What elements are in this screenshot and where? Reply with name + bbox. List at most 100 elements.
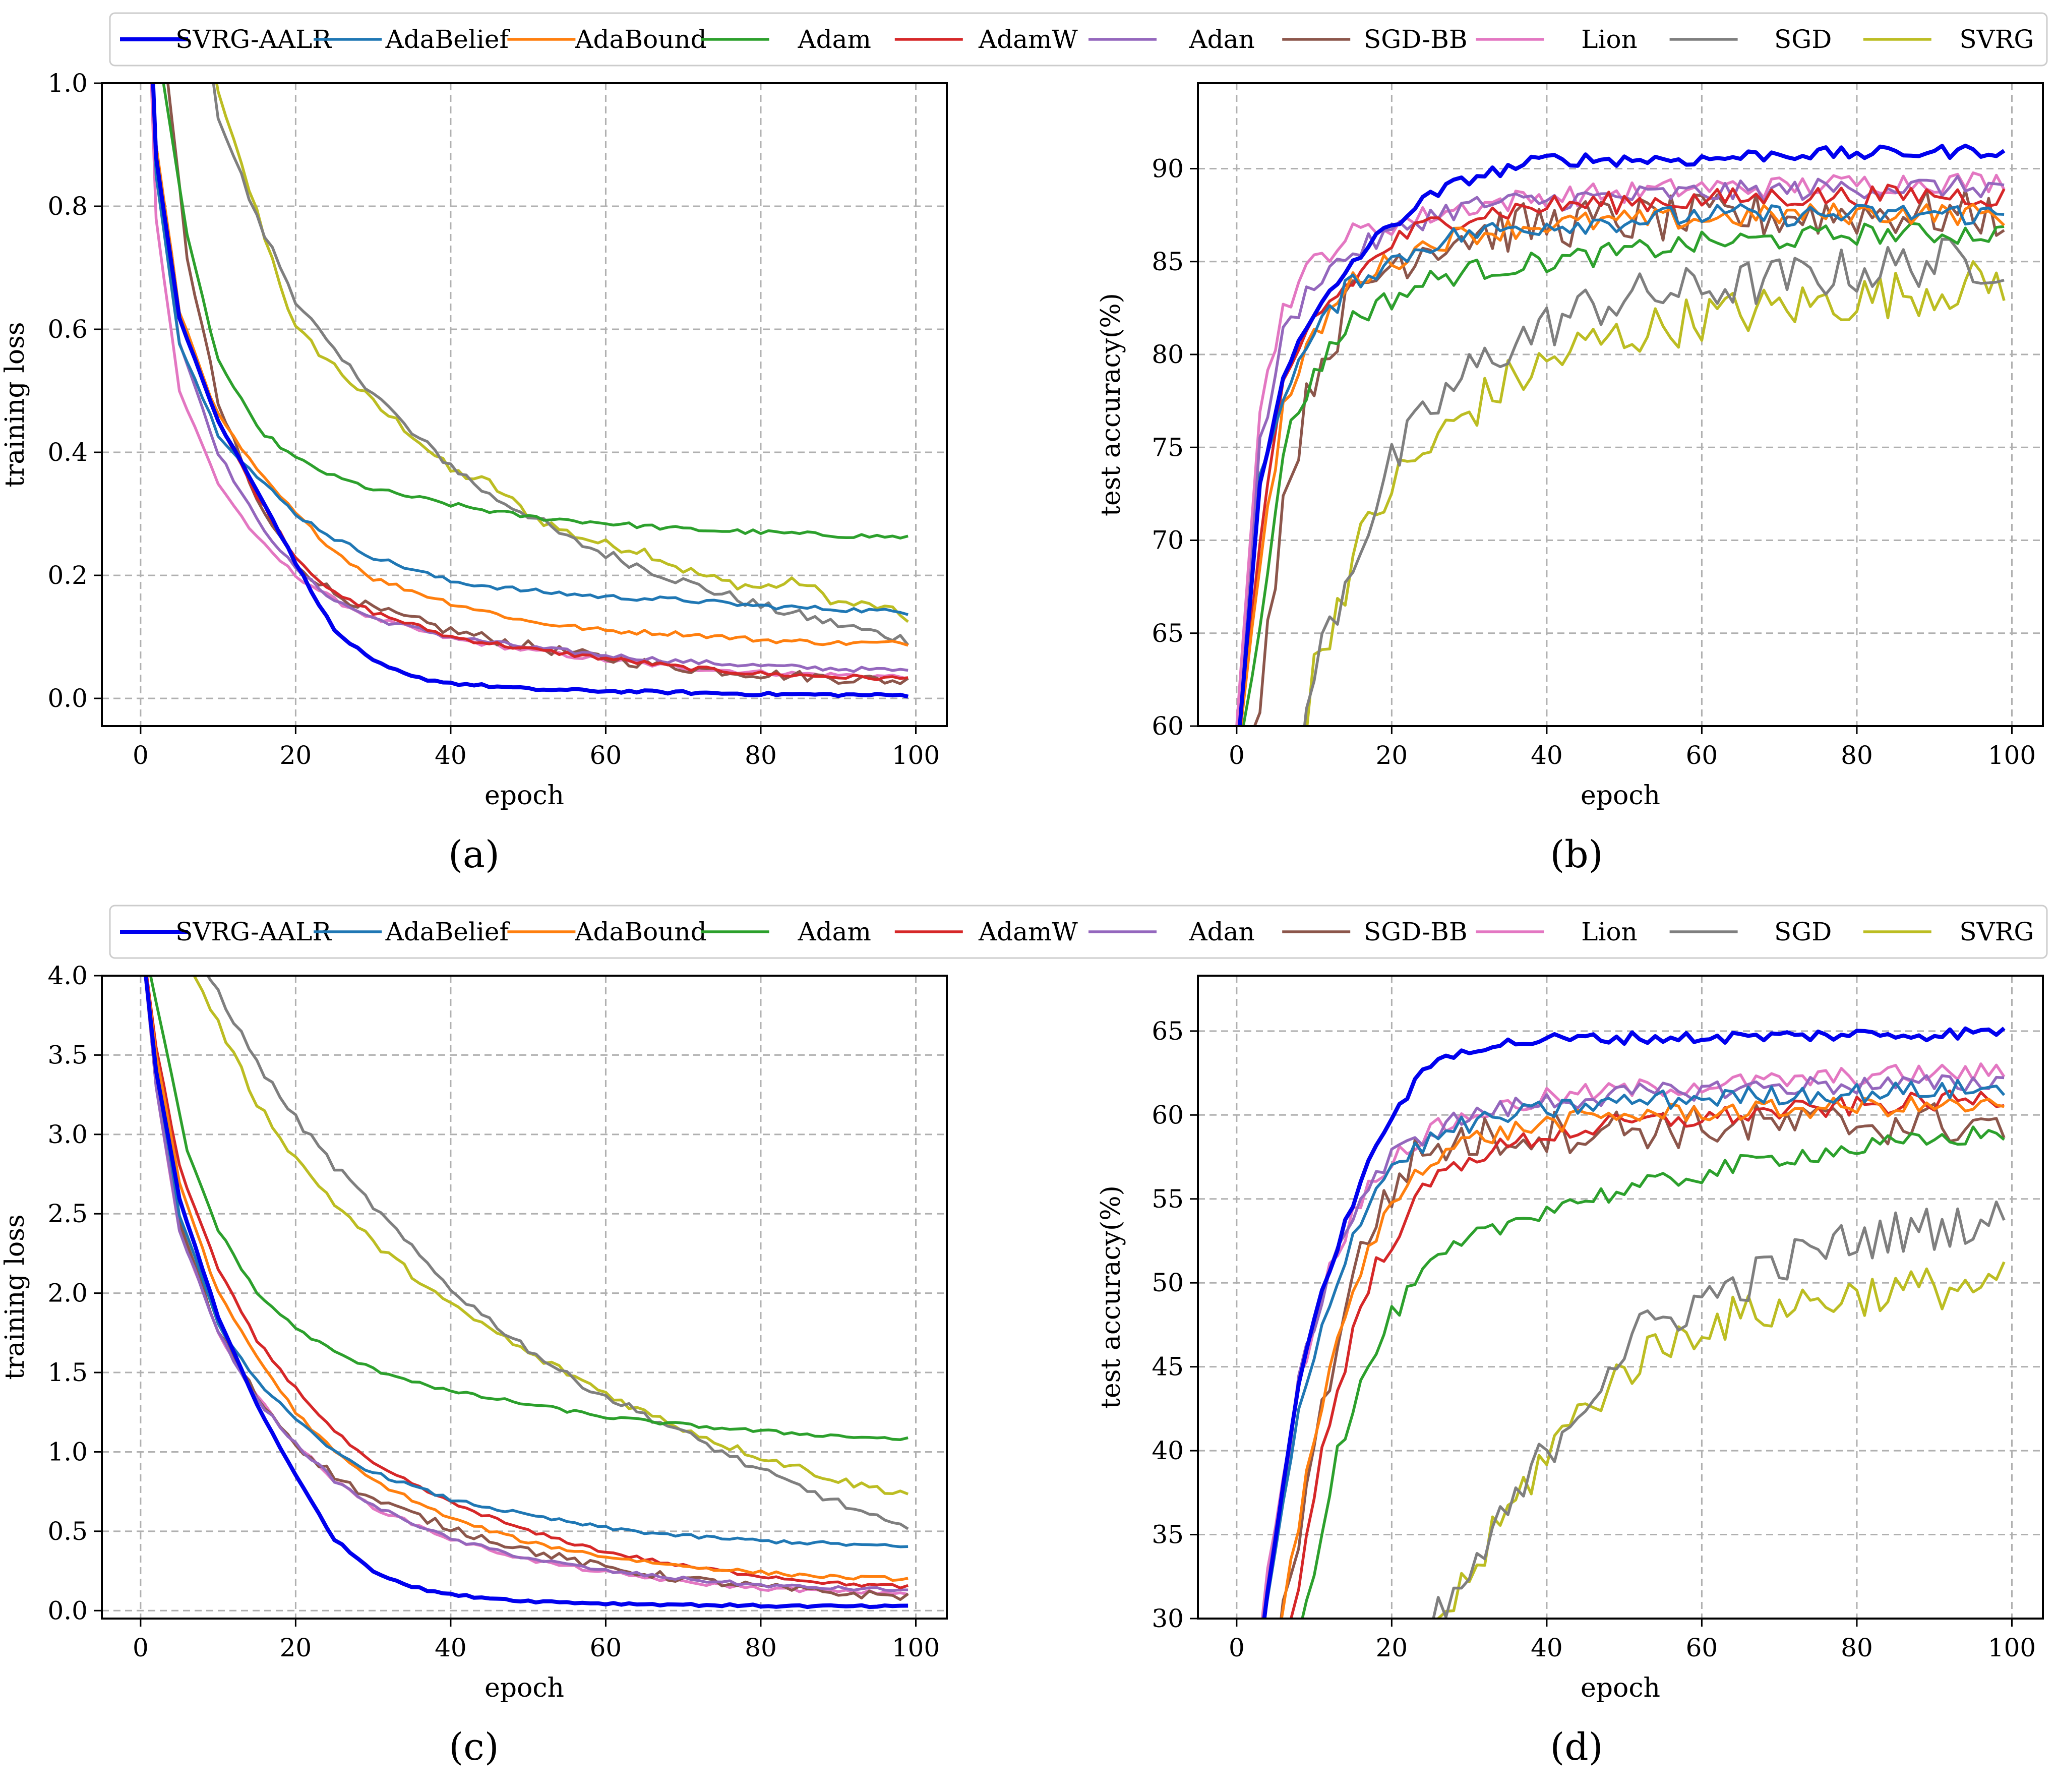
legend-label: AdaBelief [385,917,511,946]
y-tick-label: 90 [1152,154,1184,184]
x-tick-label: 80 [745,1633,777,1662]
series-line-sgd-bb [1280,1102,2006,1619]
y-tick-label: 0.6 [47,315,88,344]
x-axis-label: epoch [485,1673,564,1703]
y-tick-label: 0.8 [47,192,88,221]
x-tick-label: 20 [1376,741,1408,770]
panel-label: (d) [1550,1725,1603,1769]
legend-label: SGD-BB [1364,917,1468,946]
legend-label: Adam [798,25,871,54]
y-tick-label: 55 [1152,1184,1184,1214]
plot-frame [101,975,948,1620]
series-line-adabelief [1238,203,2005,726]
y-axis-label: training loss [0,322,30,487]
y-tick-label: 45 [1152,1352,1184,1382]
series-line-adabelief [151,83,909,616]
legend-label: AdamW [978,917,1078,946]
legend-label: SVRG [1959,25,2034,54]
x-tick-label: 60 [1686,1633,1718,1662]
y-tick-label: 3.5 [47,1040,88,1069]
x-tick-label: 100 [892,1633,940,1662]
y-tick-label: 30 [1152,1604,1184,1633]
legend-frame [109,12,2048,67]
legend-bottom: SVRG-AALR AdaBelief AdaBound Adam AdamW Adan S… [109,905,2048,959]
series-line-svrg [1305,260,2006,726]
x-tick-label: 20 [280,1633,312,1662]
x-tick-label: 100 [1988,1633,2036,1662]
legend-label: Adam [798,917,871,946]
series-line-adamw [145,976,909,1590]
series-line-adam [1301,1125,2005,1619]
x-tick-label: 0 [1229,1633,1245,1662]
y-tick-label: 60 [1152,711,1184,741]
y-tick-label: 0.4 [47,438,88,467]
panel-label: (b) [1550,833,1603,876]
series-line-adan [144,976,909,1592]
legend-label: AdamW [978,25,1078,54]
legend-frame [109,905,2048,959]
panel-d: 0 20 40 60 80 100 30 35 40 45 50 55 60 65 epoch test ac… [1096,975,2044,1769]
legend-label: Lion [1581,917,1638,946]
x-axis-label: epoch [1581,1673,1660,1703]
x-tick-label: 60 [1686,741,1718,770]
series-line-svrg-aalr [151,83,909,699]
x-axis-label: epoch [1581,781,1660,811]
series-line-svrg [215,83,909,623]
y-tick-label: 4.0 [47,961,88,990]
series-line-adabound [152,83,909,647]
series-line-svrg-aalr [1262,1026,2006,1619]
y-tick-label: 50 [1152,1268,1184,1297]
legend-label: SGD [1774,917,1832,946]
series-line-adabound [145,976,909,1582]
y-tick-label: 1.5 [47,1358,88,1387]
y-tick-label: 80 [1152,340,1184,369]
x-tick-label: 80 [1841,1633,1873,1662]
y-axis-label: test accuracy(%) [1096,293,1126,516]
series-line-adam [162,83,909,540]
series-line-adam [1242,222,2005,726]
series-line-adamw [1239,184,2006,726]
panel-a: 0 20 40 60 80 100 0.0 0.2 0.4 0.6 0.8 1.0 epoch train… [0,69,948,876]
x-tick-label: 40 [435,1633,467,1662]
y-tick-label: 85 [1152,247,1184,276]
y-tick-label: 65 [1152,1017,1184,1046]
x-tick-label: 40 [1531,741,1563,770]
series-line-svrg-aalr [1238,143,2006,726]
x-tick-label: 60 [590,741,622,770]
x-tick-label: 20 [1376,1633,1408,1662]
legend-label: AdaBound [574,917,706,946]
legend-label: SGD-BB [1364,25,1468,54]
series-line-sgd [206,976,909,1530]
y-tick-label: 0.2 [47,561,88,590]
y-tick-label: 40 [1152,1436,1184,1465]
legend-label: Lion [1581,25,1638,54]
legend-label: Adan [1189,25,1255,54]
y-tick-label: 3.0 [47,1120,88,1149]
plot-frame [101,82,948,727]
legend-label: SVRG-AALR [175,25,332,54]
y-tick-label: 60 [1152,1100,1184,1129]
legend-label: SGD [1774,25,1832,54]
legend-label: Adan [1189,917,1255,946]
x-tick-label: 80 [745,741,777,770]
series-line-svrg [193,976,909,1496]
legend-label: SVRG-AALR [175,917,332,946]
panel-label: (c) [449,1725,499,1769]
series-line-lion [1260,1062,2006,1619]
plot-frame [1197,975,2044,1620]
x-tick-label: 100 [1988,741,2036,770]
x-axis-label: epoch [485,781,564,811]
x-tick-label: 0 [1229,741,1245,770]
series-line-adam [149,976,909,1441]
y-tick-label: 1.0 [47,1437,88,1466]
series-line-adabelief [144,976,909,1548]
y-tick-label: 2.5 [47,1199,88,1228]
series-line-sgd [1303,237,2005,726]
x-tick-label: 40 [1531,1633,1563,1662]
x-tick-label: 0 [133,741,149,770]
panel-b: 0 20 40 60 80 100 60 65 70 75 80 85 90 epoch test accu… [1096,82,2044,876]
legend-label: AdaBelief [385,25,511,54]
y-tick-label: 0.0 [47,684,88,713]
panel-c: 0 20 40 60 80 100 0.0 0.5 1.0 1.5 2.0 2.5 3.0 3.5 4.0 e… [0,961,948,1769]
